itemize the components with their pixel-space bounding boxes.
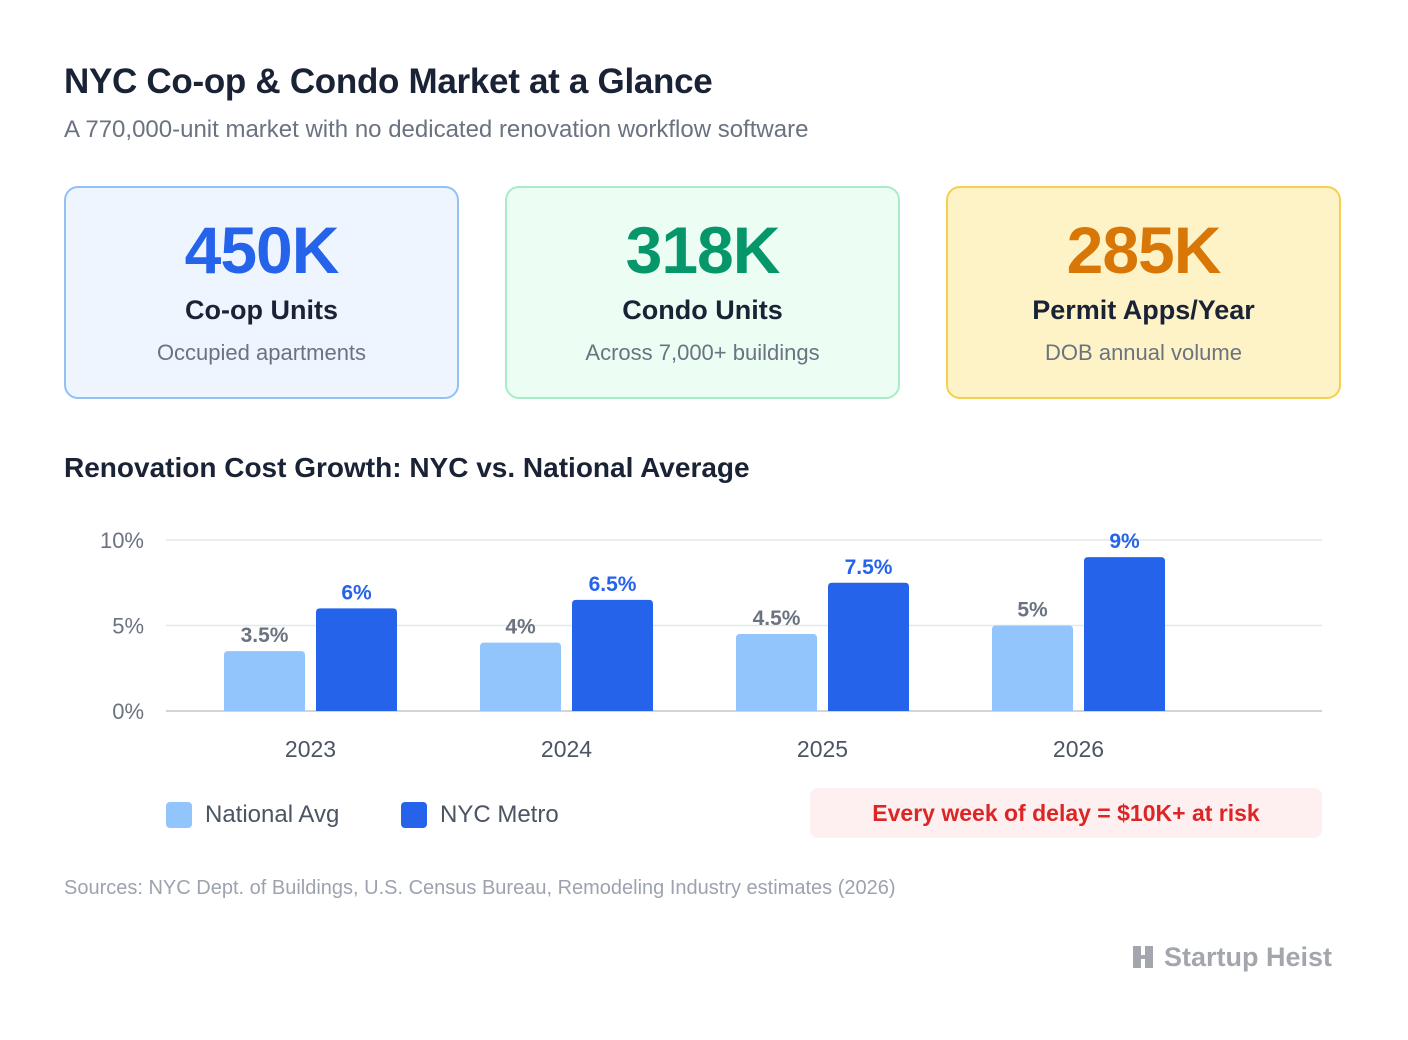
sources-note: Sources: NYC Dept. of Buildings, U.S. Ce… [64, 877, 896, 899]
bar-nyc [316, 608, 397, 711]
legend-swatch-nyc [401, 802, 427, 828]
bar-nyc [828, 582, 909, 711]
bar-national [992, 625, 1073, 711]
building-logo-icon [1133, 946, 1153, 968]
y-tick-label: 5% [112, 614, 144, 639]
stat-label: Co-op Units [185, 295, 338, 325]
data-label: 4% [505, 616, 536, 639]
legend-item-national: National Avg [166, 800, 339, 830]
legend-label-nyc: NYC Metro [440, 801, 559, 828]
stat-card-permits: 285K Permit Apps/Year DOB annual volume [946, 186, 1341, 399]
data-label: 9% [1109, 530, 1140, 553]
stat-value: 450K [184, 213, 340, 287]
data-label: 3.5% [241, 624, 289, 647]
stat-label: Condo Units [622, 295, 783, 325]
chart-title: Renovation Cost Growth: NYC vs. National… [64, 452, 750, 483]
bar-chart: 0% 5% 10% 3.5% 6% 2023 4% 6.5% 2024 4.5% 7.5% 2025 5… [100, 528, 1322, 762]
data-label: 4.5% [753, 607, 801, 630]
bar-national [224, 651, 305, 711]
data-label: 5% [1017, 599, 1048, 622]
x-tick-label: 2024 [541, 736, 592, 762]
page-subtitle: A 770,000-unit market with no dedicated … [64, 116, 809, 143]
legend-swatch-national [166, 802, 192, 828]
data-label: 6% [341, 581, 372, 604]
stat-description: Occupied apartments [156, 340, 367, 365]
stat-card-coop: 450K Co-op Units Occupied apartments [64, 186, 459, 399]
stat-value: 285K [1066, 213, 1222, 287]
bar-nyc [572, 599, 653, 711]
stat-card-condo: 318K Condo Units Across 7,000+ buildings [505, 186, 900, 399]
page-title: NYC Co-op & Condo Market at a Glance [64, 62, 713, 101]
data-label: 6.5% [589, 573, 637, 596]
y-tick-label: 0% [112, 699, 144, 724]
legend-label-national: National Avg [205, 801, 340, 828]
brand-logo: Startup Heist [1130, 940, 1332, 974]
data-label: 7.5% [845, 556, 893, 579]
bar-nyc [1084, 557, 1165, 711]
stat-description: Across 7,000+ buildings [585, 340, 820, 365]
y-tick-label: 10% [100, 528, 144, 553]
risk-callout: Every week of delay = $10K+ at risk [810, 788, 1322, 838]
bar-national [736, 634, 817, 711]
legend-item-nyc: NYC Metro [401, 800, 559, 830]
brand-name: Startup Heist [1164, 941, 1333, 972]
stat-value: 318K [625, 213, 781, 287]
x-tick-label: 2026 [1053, 736, 1104, 762]
stat-label: Permit Apps/Year [1032, 295, 1255, 325]
stat-description: DOB annual volume [1045, 340, 1242, 365]
x-tick-label: 2025 [797, 736, 848, 762]
x-tick-label: 2023 [285, 736, 336, 762]
bar-national [480, 642, 561, 711]
